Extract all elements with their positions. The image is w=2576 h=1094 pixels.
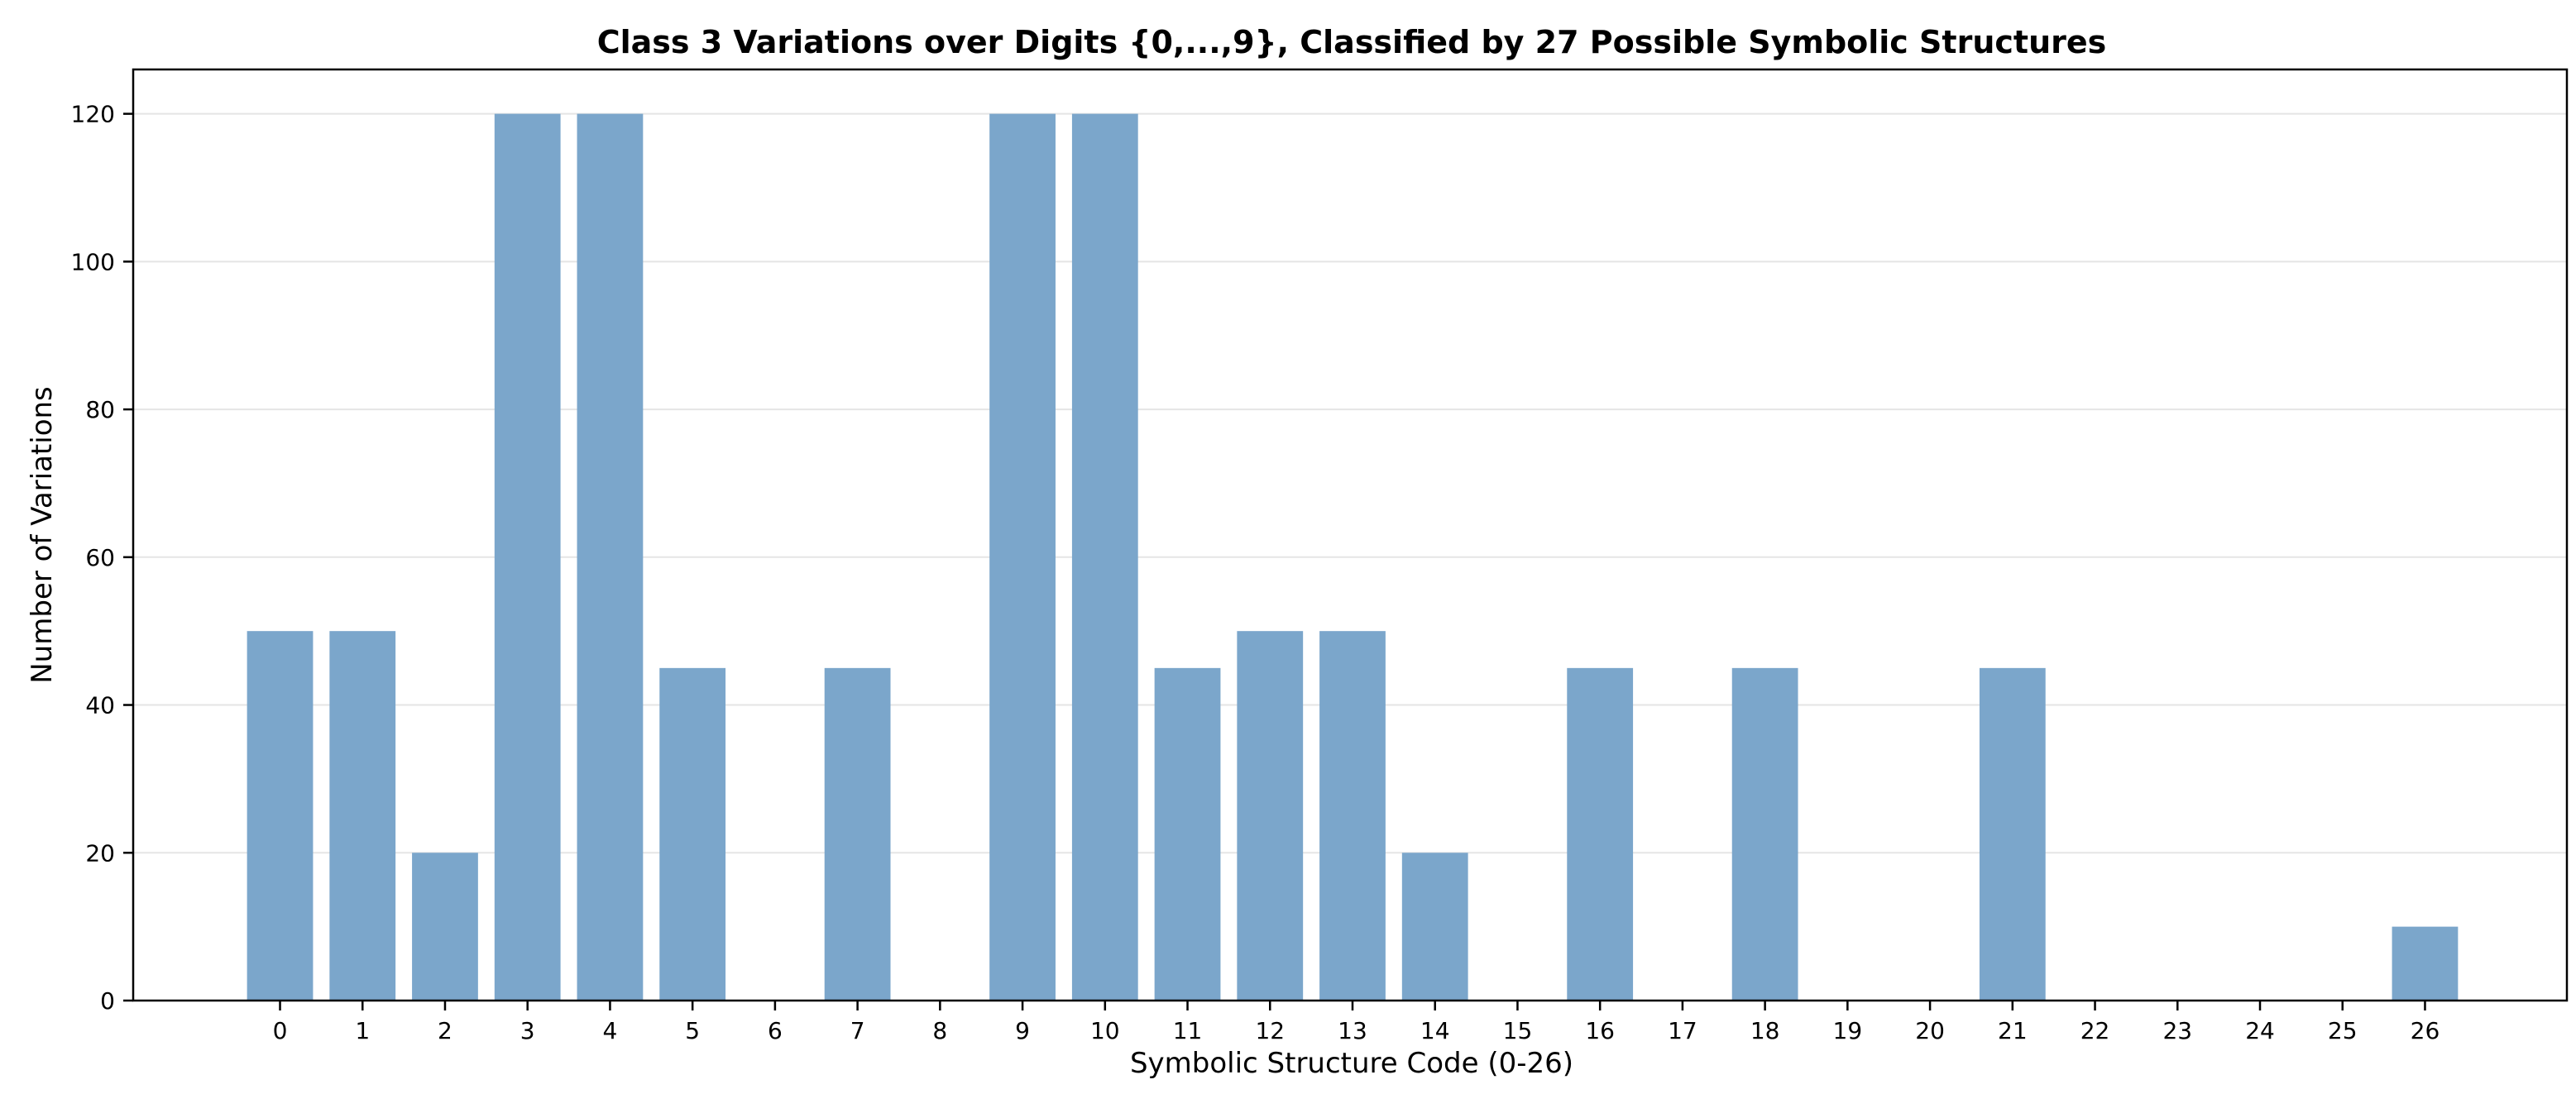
bar-10 [1071,113,1138,1001]
bars [247,113,2459,1001]
bar-1 [329,631,396,1001]
x-tick-label-25: 25 [2328,1017,2358,1044]
y-tick-label: 100 [71,248,115,275]
x-tick-label-11: 11 [1173,1017,1203,1044]
x-tick-label-26: 26 [2411,1017,2440,1044]
x-tick-label-0: 0 [273,1017,288,1044]
x-axis-ticks: 0 1 2 3 4 5 6 7 8 9 10 11 12 13 14 15 16 17 18 19 20 21 22 23 24… [273,1001,2440,1044]
bar-2 [412,853,478,1001]
x-tick-label-17: 17 [1668,1017,1697,1044]
bar-7 [824,667,891,1001]
x-tick-label-14: 14 [1420,1017,1450,1044]
x-tick-label-10: 10 [1090,1017,1120,1044]
bar-16 [1567,667,1634,1001]
y-tick-label: 20 [85,839,115,867]
chart-title: Class 3 Variations over Digits {0,...,9}… [597,24,2107,60]
x-tick-label-23: 23 [2162,1017,2192,1044]
y-tick-label: 60 [85,544,115,571]
y-axis-label: Number of Variations [26,386,59,684]
x-tick-label-16: 16 [1585,1017,1615,1044]
y-tick-label: 120 [71,101,115,128]
x-tick-label-19: 19 [1833,1017,1863,1044]
x-tick-label-1: 1 [355,1017,370,1044]
y-tick-label: 40 [85,692,115,719]
x-tick-label-15: 15 [1503,1017,1533,1044]
y-tick-label: 80 [85,396,115,423]
bar-3 [494,113,561,1001]
bar-5 [659,667,726,1001]
bar-11 [1154,667,1221,1001]
x-tick-label-20: 20 [1915,1017,1945,1044]
x-axis-label: Symbolic Structure Code (0-26) [1130,1047,1573,1080]
x-tick-label-7: 7 [850,1017,865,1044]
x-tick-label-2: 2 [438,1017,452,1044]
x-tick-label-3: 3 [520,1017,535,1044]
bar-14 [1401,853,1468,1001]
x-tick-label-6: 6 [768,1017,783,1044]
x-tick-label-12: 12 [1255,1017,1285,1044]
x-tick-label-18: 18 [1750,1017,1780,1044]
y-axis-ticks: 0 20 40 60 80 100 120 [71,101,133,1015]
bar-21 [1979,667,2046,1001]
x-tick-label-4: 4 [603,1017,618,1044]
x-tick-label-5: 5 [685,1017,700,1044]
x-tick-label-22: 22 [2080,1017,2110,1044]
bar-4 [577,113,644,1001]
x-tick-label-24: 24 [2245,1017,2275,1044]
x-tick-label-9: 9 [1015,1017,1030,1044]
bar-26 [2392,926,2459,1001]
x-tick-label-8: 8 [932,1017,947,1044]
plot-area-frame [132,68,2569,1002]
bar-9 [989,113,1056,1001]
y-tick-label: 0 [100,987,115,1015]
x-tick-label-13: 13 [1338,1017,1367,1044]
bar-0 [247,631,314,1001]
x-tick-label-21: 21 [1998,1017,2028,1044]
bar-18 [1731,667,1798,1001]
bar-12 [1237,631,1304,1001]
bar-13 [1319,631,1386,1001]
